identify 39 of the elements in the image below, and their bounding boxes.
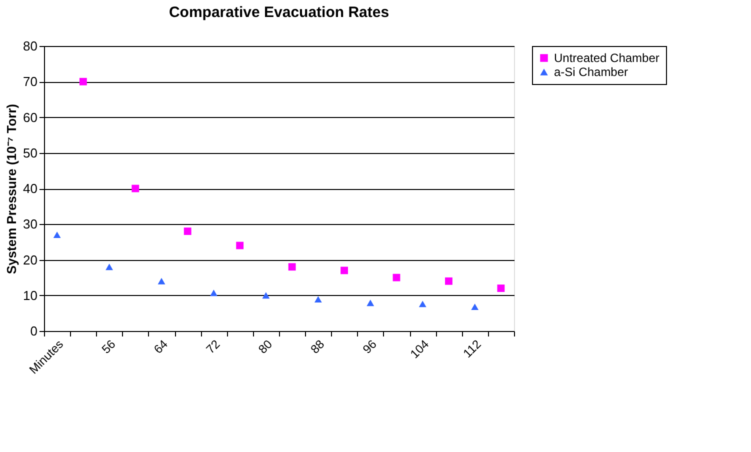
x-tick-label: 80: [256, 336, 276, 356]
y-tick-label: 40: [23, 181, 38, 196]
point: [445, 277, 452, 285]
x-tick-label: 104: [408, 336, 432, 362]
point: [106, 264, 113, 270]
legend-label: a-Si Chamber: [554, 65, 628, 79]
y-tick-label: 50: [23, 145, 38, 160]
point: [340, 266, 348, 274]
point: [53, 232, 61, 238]
y-tick-label: 80: [23, 38, 38, 54]
point: [418, 300, 426, 308]
point: [471, 304, 479, 310]
legend-label: Untreated Chamber: [554, 51, 660, 65]
y-tick-label: 30: [23, 216, 38, 232]
x-tick-label: 96: [360, 336, 380, 356]
point: [132, 184, 140, 192]
x-tick-label: 88: [308, 336, 328, 356]
point: [210, 290, 218, 296]
point: [262, 292, 270, 299]
y-tick-label: 0: [30, 324, 38, 338]
y-tick-label: 60: [23, 110, 38, 125]
y-tick-label: 10: [23, 288, 38, 303]
y-tick-label: 70: [23, 74, 38, 90]
point: [288, 263, 296, 271]
point: [184, 228, 192, 235]
x-tick-label: 56: [98, 336, 118, 356]
point: [497, 284, 505, 292]
x-tick-label: 112: [460, 336, 484, 361]
y-axis-title: System Pressure (10⁻⁷ Torr): [4, 104, 20, 274]
point: [314, 296, 322, 303]
x-tick-label: 64: [151, 336, 171, 356]
chart-title: Comparative Evacuation Rates: [168, 4, 390, 21]
x-tick-label: 72: [203, 336, 223, 356]
point: [158, 278, 166, 284]
point: [392, 274, 400, 282]
point: [79, 78, 87, 86]
y-tick-label: 20: [23, 252, 38, 268]
point: [236, 242, 244, 250]
point: [366, 300, 374, 306]
